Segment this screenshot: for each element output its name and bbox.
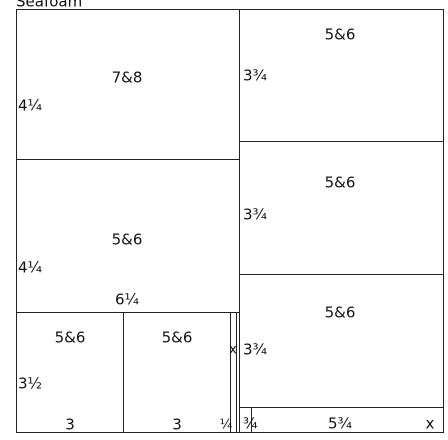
piece-width: 6¼ <box>115 291 140 309</box>
piece-height: 3¾ <box>243 206 268 224</box>
piece-width: 3 <box>65 416 75 434</box>
piece-name: x <box>229 343 237 358</box>
piece-height: 3¾ <box>243 67 268 85</box>
piece-height: 4¼ <box>18 97 43 115</box>
piece-width: 3 <box>172 416 182 434</box>
piece-height: 4¼ <box>18 259 43 277</box>
piece-name: 5&6 <box>162 329 193 347</box>
title: Seafoam <box>16 0 82 11</box>
piece-name: 5&6 <box>325 304 356 322</box>
piece-name: x <box>426 415 435 433</box>
piece-name: 5&6 <box>325 174 356 192</box>
piece-height: 3½ <box>18 375 42 393</box>
piece-width: 5¾ <box>328 415 353 433</box>
piece-name: 7&8 <box>112 69 143 87</box>
piece-name: 5&6 <box>325 26 356 44</box>
piece-name: 5&6 <box>55 329 86 347</box>
piece-width: ¼ <box>220 418 233 433</box>
piece-height: ¾ <box>243 415 258 433</box>
piece-name: 5&6 <box>112 231 143 249</box>
piece-height: 3¾ <box>243 341 268 359</box>
